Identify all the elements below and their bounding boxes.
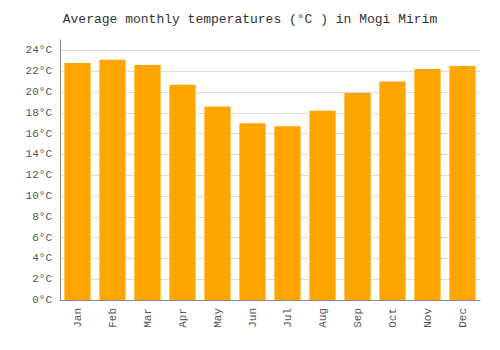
svg-text:Jun: Jun xyxy=(247,308,259,328)
svg-text:24°C: 24°C xyxy=(26,44,53,56)
svg-text:May: May xyxy=(212,308,224,328)
svg-text:14°C: 14°C xyxy=(26,148,53,160)
svg-text:Apr: Apr xyxy=(177,308,189,328)
svg-text:Nov: Nov xyxy=(422,308,434,328)
svg-text:Sep: Sep xyxy=(352,308,364,328)
svg-text:18°C: 18°C xyxy=(26,107,53,119)
svg-text:12°C: 12°C xyxy=(26,169,53,181)
svg-text:10°C: 10°C xyxy=(26,190,53,202)
svg-text:Mar: Mar xyxy=(142,308,154,328)
svg-text:16°C: 16°C xyxy=(26,128,53,140)
svg-text:4°C: 4°C xyxy=(32,252,52,264)
svg-text:Jan: Jan xyxy=(72,308,84,328)
svg-text:22°C: 22°C xyxy=(26,65,53,77)
svg-text:Aug: Aug xyxy=(317,308,329,328)
svg-text:Jul: Jul xyxy=(282,308,294,328)
svg-text:0°C: 0°C xyxy=(32,294,52,306)
svg-text:Dec: Dec xyxy=(457,308,469,328)
svg-text:8°C: 8°C xyxy=(32,211,52,223)
svg-text:20°C: 20°C xyxy=(26,86,53,98)
svg-text:Average monthly temperatures (: Average monthly temperatures (°C ) in Mo… xyxy=(63,12,438,27)
svg-text:6°C: 6°C xyxy=(32,232,52,244)
svg-text:Feb: Feb xyxy=(107,308,119,328)
svg-text:Oct: Oct xyxy=(387,308,399,328)
svg-text:2°C: 2°C xyxy=(32,273,52,285)
